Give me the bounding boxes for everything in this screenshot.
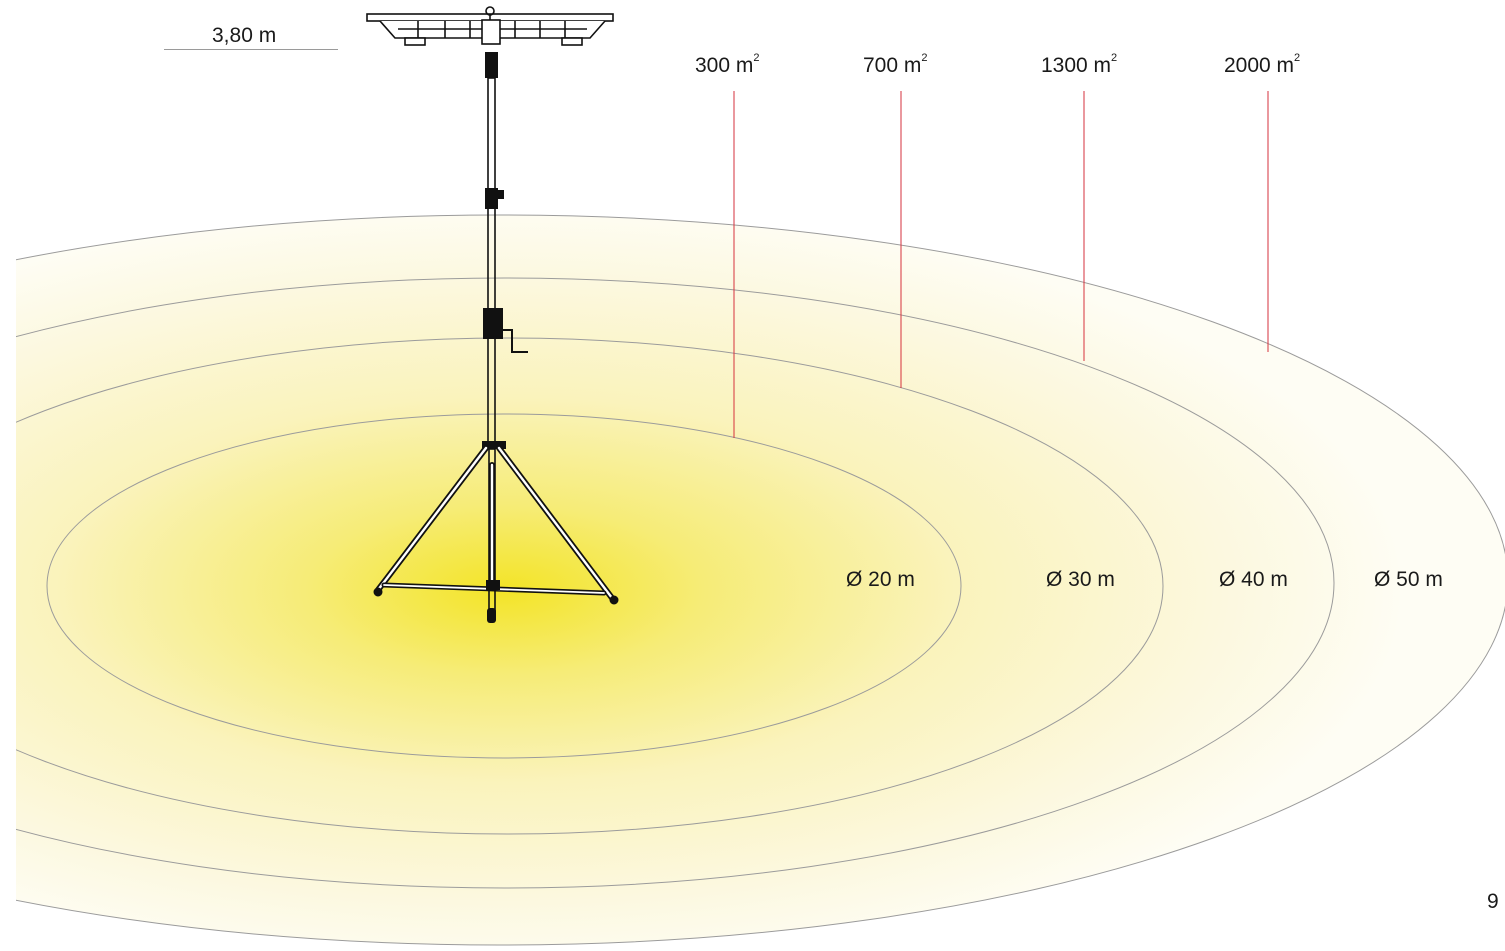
coverage-area-label: 300 m2: [695, 52, 760, 77]
ring-40m: [16, 277, 1335, 889]
light-fixture-icon: [366, 6, 614, 46]
diameter-label: Ø 30 m: [1046, 568, 1115, 591]
unit-exponent: 2: [753, 52, 760, 64]
coverage-area-value: 2000 m: [1224, 54, 1295, 77]
diameter-label: Ø 40 m: [1219, 568, 1288, 591]
coverage-area-value: 700 m: [863, 54, 922, 77]
height-label-rule: [164, 49, 338, 50]
coverage-area-value: 1300 m: [1041, 54, 1112, 77]
ring-30m: [16, 337, 1164, 835]
light-field: [16, 215, 1505, 945]
unit-exponent: 2: [1294, 52, 1301, 64]
mounting-height-label: 3,80 m: [212, 24, 277, 47]
page-number: 9: [1487, 890, 1499, 913]
unit-exponent: 2: [921, 52, 928, 64]
coverage-area-label: 2000 m2: [1224, 52, 1301, 77]
ring-50m: [16, 214, 1505, 946]
coverage-area-label: 1300 m2: [1041, 52, 1118, 77]
unit-exponent: 2: [1111, 52, 1118, 64]
diameter-label: Ø 50 m: [1374, 568, 1443, 591]
diameter-label: Ø 20 m: [846, 568, 915, 591]
coverage-area-value: 300 m: [695, 54, 754, 77]
ring-20m: [46, 413, 962, 759]
coverage-area-label: 700 m2: [863, 52, 928, 77]
tripod-legs-icon: [373, 445, 619, 605]
